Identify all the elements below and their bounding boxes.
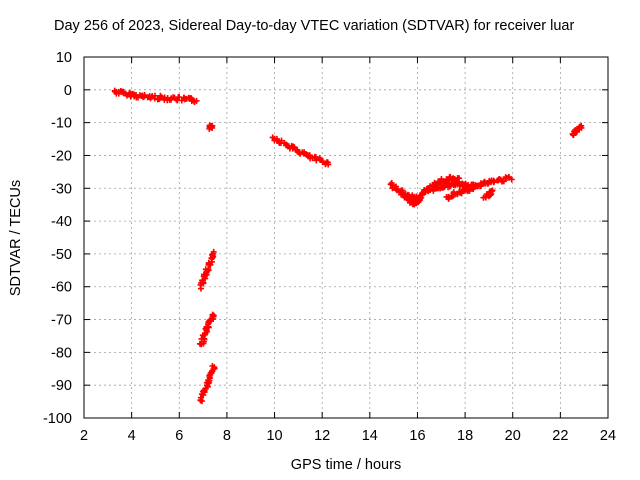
data-point bbox=[470, 185, 477, 192]
data-point bbox=[489, 187, 496, 194]
y-tick-label: -70 bbox=[51, 313, 72, 329]
plot-frame bbox=[83, 56, 609, 419]
data-point bbox=[208, 124, 215, 131]
y-tick-label: -80 bbox=[51, 345, 72, 361]
x-tick-label: 4 bbox=[128, 428, 136, 444]
data-point bbox=[211, 365, 218, 372]
y-tick-label: -40 bbox=[51, 214, 72, 230]
data-point bbox=[325, 161, 332, 168]
y-tick-label: -100 bbox=[43, 411, 72, 427]
data-point bbox=[170, 94, 177, 101]
x-axis-label: GPS time / hours bbox=[290, 457, 402, 473]
y-tick-label: 0 bbox=[64, 83, 72, 99]
data-point bbox=[193, 97, 200, 104]
chart-title: Day 256 of 2023, Sidereal Day-to-day VTE… bbox=[54, 18, 575, 34]
x-tick-label: 12 bbox=[314, 428, 330, 444]
y-tick-label: -20 bbox=[51, 148, 72, 164]
x-tick-label: 2 bbox=[80, 428, 88, 444]
x-tick-label: 20 bbox=[505, 428, 521, 444]
y-tick-label: 10 bbox=[56, 50, 72, 66]
x-tick-label: 24 bbox=[600, 428, 616, 444]
data-point bbox=[446, 183, 453, 190]
data-point bbox=[209, 311, 216, 318]
x-tick-label: 14 bbox=[362, 428, 378, 444]
data-point bbox=[210, 248, 217, 255]
data-point bbox=[508, 176, 515, 183]
y-axis-label: SDTVAR / TECUs bbox=[8, 179, 24, 297]
y-tick-label: -50 bbox=[51, 247, 72, 263]
x-tick-label: 18 bbox=[457, 428, 473, 444]
x-tick-label: 16 bbox=[409, 428, 425, 444]
x-tick-label: 6 bbox=[175, 428, 183, 444]
data-point bbox=[122, 90, 129, 97]
data-point bbox=[499, 177, 506, 184]
y-tick-label: -90 bbox=[51, 378, 72, 394]
y-tick-label: -10 bbox=[51, 116, 72, 132]
x-tick-label: 8 bbox=[223, 428, 231, 444]
x-tick-label: 22 bbox=[552, 428, 568, 444]
data-point bbox=[490, 179, 497, 186]
data-point bbox=[202, 331, 209, 338]
y-tick-label: -30 bbox=[51, 181, 72, 197]
y-tick-label: -60 bbox=[51, 280, 72, 296]
data-point bbox=[456, 175, 463, 182]
data-point bbox=[577, 123, 584, 130]
data-point bbox=[201, 335, 208, 342]
data-point bbox=[205, 324, 212, 331]
data-point bbox=[578, 122, 585, 129]
x-tick-label: 10 bbox=[266, 428, 282, 444]
